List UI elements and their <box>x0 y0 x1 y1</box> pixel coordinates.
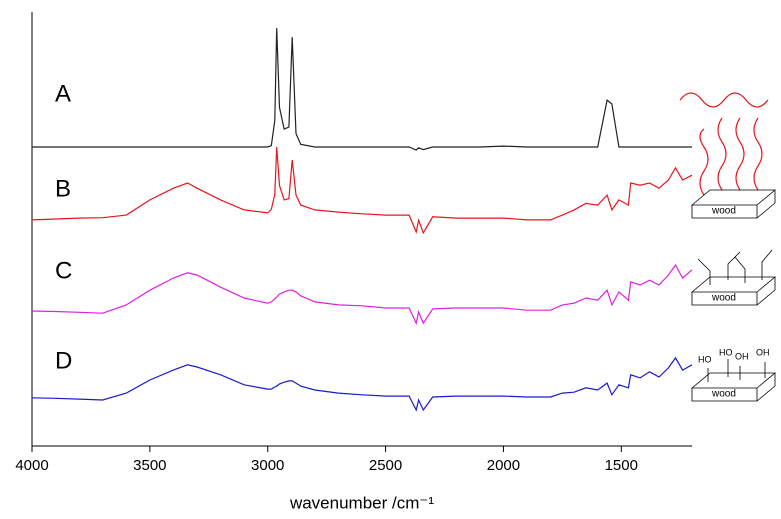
chain <box>680 93 768 107</box>
x-tick-label: 2000 <box>487 457 520 474</box>
x-tick-label: 4000 <box>15 457 48 474</box>
chain <box>754 118 762 190</box>
x-tick-label: 3500 <box>133 457 166 474</box>
spectrum-line <box>32 147 692 233</box>
series-label: C <box>55 257 72 284</box>
annotation: OH <box>756 347 770 357</box>
series-label: D <box>55 347 72 374</box>
chain <box>736 118 744 190</box>
series-label: A <box>55 80 71 107</box>
x-tick-label: 1500 <box>605 457 638 474</box>
alkyne <box>698 250 772 285</box>
spectrum-line <box>32 28 692 150</box>
chain-icons <box>680 93 768 195</box>
annotation: wood <box>711 206 736 217</box>
hydroxyl <box>708 359 765 382</box>
spectrum-line <box>32 265 692 323</box>
x-tick-label: 2500 <box>369 457 402 474</box>
chain <box>700 129 708 195</box>
annotation: wood <box>711 389 736 400</box>
x-tick-label: 3000 <box>251 457 284 474</box>
annotation: wood <box>711 293 736 304</box>
annotation: HO <box>698 354 712 364</box>
series-label: B <box>55 175 71 202</box>
annotation: HO <box>719 347 733 357</box>
x-axis-label: wavenumber /cm⁻¹ <box>289 493 434 512</box>
chart: 4000 3500 3000 2500 2000 1500 wavenumber /cm⁻¹… <box>0 0 781 519</box>
annotation: OH <box>735 351 749 361</box>
spectrum-line <box>32 358 692 410</box>
chain <box>718 118 726 190</box>
